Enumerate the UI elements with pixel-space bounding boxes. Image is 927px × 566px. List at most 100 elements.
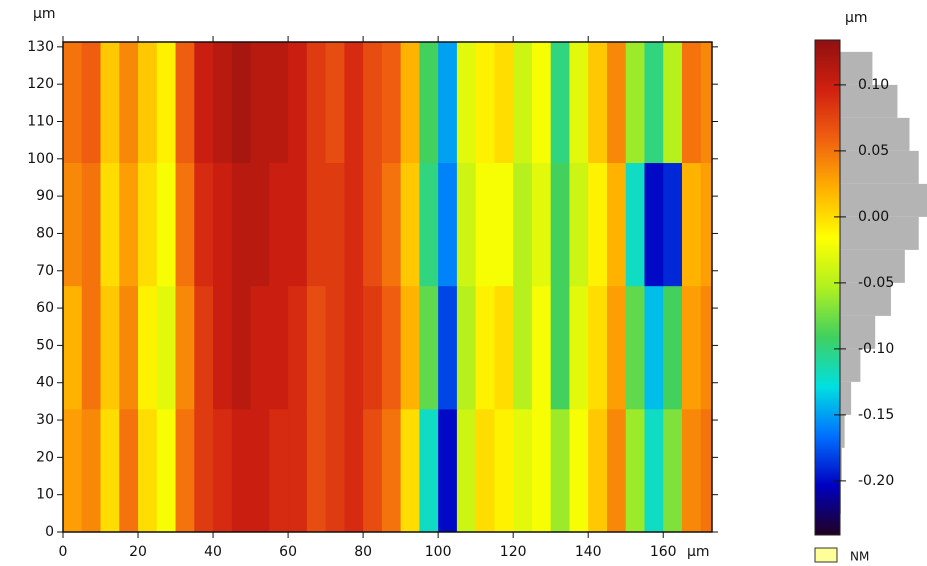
cell <box>625 162 645 287</box>
cell <box>344 42 364 164</box>
cell <box>419 42 439 164</box>
cell <box>63 42 83 164</box>
cell <box>250 162 270 287</box>
histogram-bar <box>840 249 905 283</box>
cell <box>606 162 627 287</box>
x-tick-label: 60 <box>279 544 297 560</box>
cell <box>625 285 645 410</box>
cell <box>381 162 402 287</box>
cell <box>325 408 345 532</box>
cell <box>438 162 458 287</box>
cell <box>494 162 514 287</box>
cell <box>700 408 712 532</box>
cell <box>588 42 608 164</box>
cell <box>663 162 683 287</box>
x-axis-unit: µm <box>687 544 710 560</box>
colorbar-tick-label: 0.00 <box>858 209 889 225</box>
cell <box>700 162 712 287</box>
cell <box>531 285 552 410</box>
cell <box>681 162 702 287</box>
cell <box>156 162 177 287</box>
x-tick-label: 20 <box>129 544 147 560</box>
cell <box>588 408 608 532</box>
cell <box>400 42 420 164</box>
x-tick-label: 160 <box>650 544 677 560</box>
cell <box>156 42 177 164</box>
y-tick-label: 20 <box>36 449 54 465</box>
cell <box>344 408 364 532</box>
cell <box>531 162 552 287</box>
cell <box>100 162 120 287</box>
cell <box>63 408 83 532</box>
colorbar-tick-label: -0.20 <box>858 473 894 489</box>
histogram-bar <box>840 84 898 118</box>
x-tick-label: 0 <box>59 544 68 560</box>
histogram-bar <box>840 183 927 217</box>
cell <box>269 42 289 164</box>
x-tick-label: 140 <box>575 544 602 560</box>
cell <box>81 162 102 287</box>
colorbar-tick-label: -0.10 <box>858 341 894 357</box>
cell <box>213 162 233 287</box>
colorbar-tick-label: -0.05 <box>858 275 894 291</box>
x-tick-label: 120 <box>500 544 527 560</box>
histogram <box>840 51 927 514</box>
cell <box>531 408 552 532</box>
cell <box>644 408 664 532</box>
cell <box>213 408 233 532</box>
cell <box>250 408 270 532</box>
cell <box>550 162 570 287</box>
cell <box>550 42 570 164</box>
histogram-bar <box>840 447 842 481</box>
y-tick-label: 80 <box>36 225 54 241</box>
cell <box>644 285 664 410</box>
cell <box>119 285 139 410</box>
colorbar-unit: µm <box>845 10 868 26</box>
cell <box>550 285 570 410</box>
cell <box>663 42 683 164</box>
cell <box>644 162 664 287</box>
cell <box>550 408 570 532</box>
cell <box>288 42 308 164</box>
cell <box>681 408 702 532</box>
cell <box>138 408 158 532</box>
cell <box>475 42 495 164</box>
cell <box>400 162 420 287</box>
cell <box>606 42 627 164</box>
nm-label: NM <box>850 550 869 564</box>
cell <box>325 42 345 164</box>
cell <box>194 285 214 410</box>
cell <box>306 42 327 164</box>
cell <box>288 408 308 532</box>
cell <box>419 408 439 532</box>
cell <box>231 408 252 532</box>
y-axis-unit: µm <box>33 6 56 22</box>
cell <box>63 285 83 410</box>
plot-frame <box>62 41 713 533</box>
cell <box>456 285 477 410</box>
y-tick-label: 60 <box>36 300 54 316</box>
cell <box>269 162 289 287</box>
cell <box>363 42 383 164</box>
cell <box>194 42 214 164</box>
cell <box>681 285 702 410</box>
cell <box>606 285 627 410</box>
cell <box>156 408 177 532</box>
cell <box>700 285 712 410</box>
y-tick-label: 70 <box>36 263 54 279</box>
cell <box>288 285 308 410</box>
cell <box>681 42 702 164</box>
cell <box>81 42 102 164</box>
histogram-bar <box>840 414 845 448</box>
histogram-bar <box>840 216 919 250</box>
cell <box>119 162 139 287</box>
cell <box>81 408 102 532</box>
cell <box>175 162 195 287</box>
colorbar-tick-label: 0.10 <box>858 77 889 93</box>
cell <box>513 42 533 164</box>
cell <box>100 285 120 410</box>
cell <box>175 408 195 532</box>
cell <box>175 285 195 410</box>
cell <box>456 162 477 287</box>
cell <box>306 162 327 287</box>
